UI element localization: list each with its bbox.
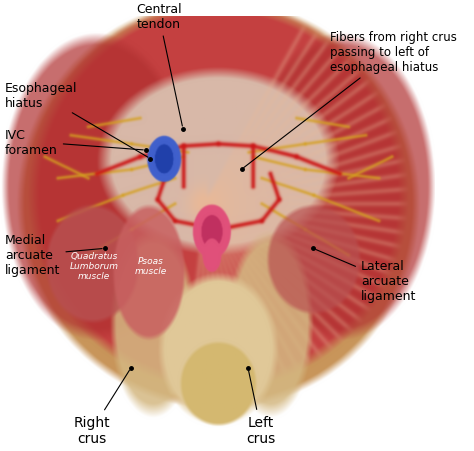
Text: Left
crus: Left crus [246, 371, 276, 445]
Text: Medial
arcuate
ligament: Medial arcuate ligament [5, 234, 102, 276]
Text: Central
tendon: Central tendon [136, 4, 182, 127]
Text: Fibers from right crus
passing to left of
esophageal hiatus: Fibers from right crus passing to left o… [244, 32, 457, 168]
Text: Psoas
muscle: Psoas muscle [134, 256, 166, 276]
Text: Right
crus: Right crus [73, 371, 129, 445]
Text: Esophageal
hiatus: Esophageal hiatus [5, 81, 148, 158]
Text: Lateral
arcuate
ligament: Lateral arcuate ligament [316, 250, 416, 302]
Text: IVC
foramen: IVC foramen [5, 128, 143, 156]
Text: Quadratus
Lumborum
muscle: Quadratus Lumborum muscle [70, 251, 118, 281]
